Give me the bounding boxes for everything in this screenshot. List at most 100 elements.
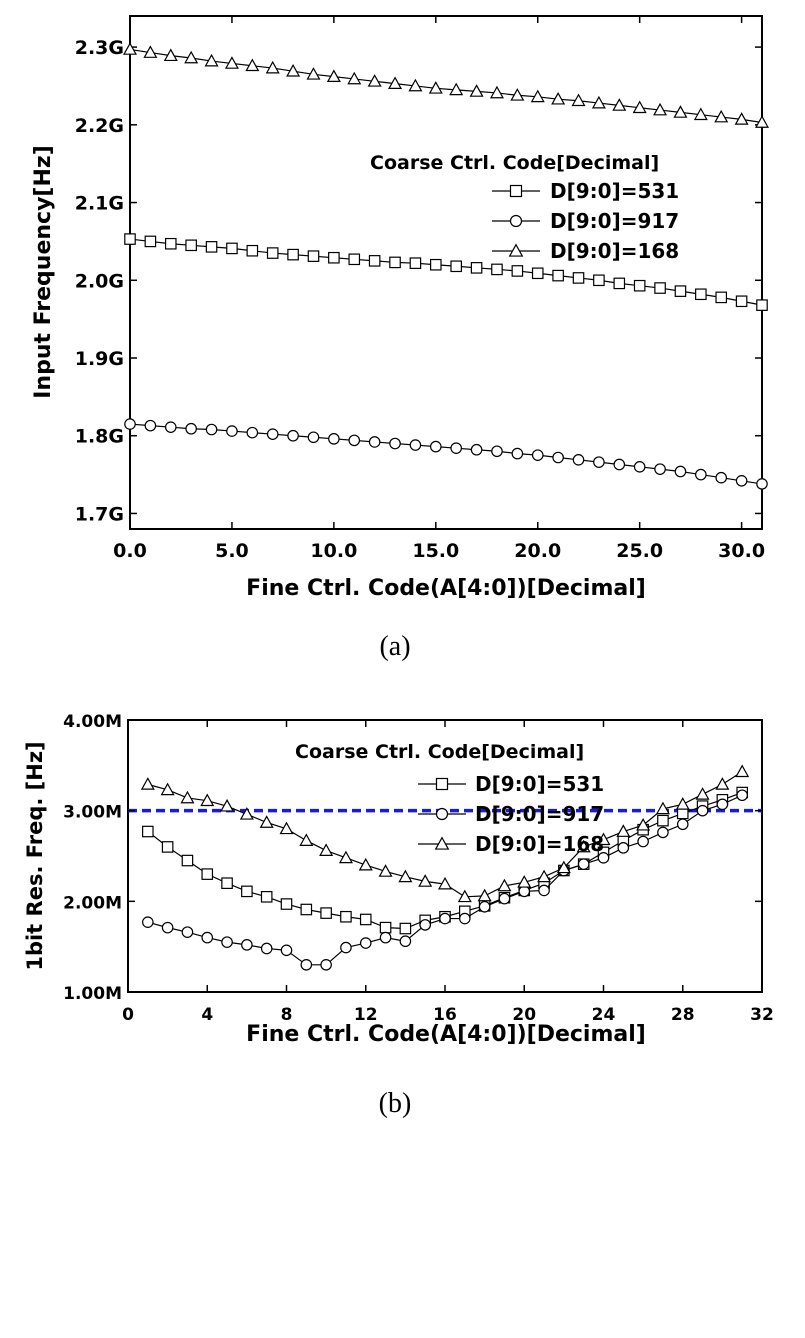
chart-b-data-point bbox=[221, 877, 233, 889]
chart-a-data-point bbox=[286, 63, 301, 77]
chart-b-data-point bbox=[517, 875, 532, 888]
chart-b-data-point bbox=[459, 912, 471, 925]
chart-a-data-point bbox=[226, 425, 238, 437]
chart-a-data-point bbox=[470, 443, 483, 456]
chart-a-data-point bbox=[287, 429, 299, 442]
chart-a-data-point bbox=[388, 76, 403, 90]
chart-a-y-tick-label: 2.1G bbox=[75, 193, 124, 215]
chart-b-data-point bbox=[518, 885, 531, 898]
chart-b-data-point bbox=[576, 839, 591, 853]
chart-a-y-tick-label: 2.3G bbox=[75, 37, 124, 59]
chart-a-series-line bbox=[129, 48, 763, 124]
chart-a-y-tick-label: 1.8G bbox=[75, 426, 124, 448]
chart-a-data-point bbox=[246, 244, 259, 257]
chart-a-series-circle bbox=[124, 418, 768, 490]
chart-b-x-tick-label: 12 bbox=[354, 1005, 378, 1025]
chart-a-data-point bbox=[695, 288, 707, 301]
chart-b-data-point bbox=[418, 874, 433, 887]
chart-b-data-point bbox=[675, 797, 690, 810]
chart-a-data-point bbox=[123, 42, 137, 55]
chart-b-data-point bbox=[239, 807, 254, 820]
chart-a-data-point bbox=[755, 115, 769, 128]
chart-a-data-point bbox=[287, 248, 299, 261]
chart-b-data-point bbox=[497, 878, 512, 892]
chart-a-data-point bbox=[552, 451, 564, 464]
chart-a-data-point bbox=[185, 422, 197, 435]
chart-a-plot-frame bbox=[129, 15, 763, 530]
chart-a-data-point bbox=[613, 277, 626, 290]
chart-a-data-point bbox=[184, 50, 199, 64]
chart-b-data-point bbox=[399, 922, 412, 935]
chart-a-data-point bbox=[143, 45, 158, 58]
chart-a-data-point bbox=[348, 253, 361, 266]
chart-b-y-axis-label: 1bit Res. Freq. [Hz] bbox=[23, 741, 47, 970]
chart-b: 0 4 8 12 16 20 24 28 32 1.00M 2.00M 3.00M 4.00M Coar… bbox=[23, 712, 774, 1119]
chart-a: 0.0 5.0 10.0 15.0 20.0 25.0 30.0 1.7G 1.8G 1.9G 2.… bbox=[31, 15, 769, 662]
chart-b-data-point bbox=[241, 885, 253, 898]
chart-a-data-point bbox=[654, 463, 666, 475]
chart-a-data-point bbox=[307, 431, 320, 444]
chart-a-data-point bbox=[307, 250, 320, 262]
chart-b-data-point bbox=[140, 777, 155, 790]
chart-a-legend-title: Coarse Ctrl. Code[Decimal] bbox=[370, 152, 659, 174]
chart-a-y-tick-label: 1.7G bbox=[75, 503, 124, 525]
chart-b-data-point bbox=[696, 804, 709, 817]
chart-b-x-tick-label: 20 bbox=[512, 1005, 536, 1025]
chart-a-data-point bbox=[124, 233, 136, 245]
chart-b-data-point bbox=[676, 807, 689, 820]
chart-a-data-point bbox=[612, 98, 627, 111]
chart-a-data-point bbox=[409, 257, 422, 269]
chart-a-data-point bbox=[164, 237, 177, 250]
chart-a-data-point bbox=[224, 56, 239, 69]
chart-b-data-point bbox=[320, 907, 332, 919]
chart-b-data-point bbox=[477, 888, 492, 902]
chart-a-x-tick-label: 10.0 bbox=[310, 540, 357, 562]
chart-b-legend-entry-168: D[9:0]=168 bbox=[418, 832, 604, 856]
chart-b-data-point bbox=[538, 884, 550, 897]
chart-a-data-point bbox=[489, 85, 504, 99]
chart-a-data-point bbox=[367, 74, 382, 87]
chart-b-data-point bbox=[378, 864, 393, 877]
chart-a-data-point bbox=[695, 468, 707, 481]
chart-a-legend-entry-531: D[9:0]=531 bbox=[492, 179, 679, 203]
chart-b-data-point bbox=[160, 782, 175, 796]
chart-a-data-point bbox=[265, 60, 280, 74]
chart-b-data-point bbox=[379, 931, 392, 944]
chart-a-series bbox=[123, 42, 769, 490]
chart-a-data-point bbox=[470, 262, 483, 274]
chart-b-legend-marker bbox=[435, 807, 449, 821]
chart-a-data-point bbox=[144, 235, 157, 248]
chart-b-data-point bbox=[319, 843, 334, 856]
chart-b-data-point bbox=[161, 921, 174, 934]
chart-b-data-point bbox=[636, 817, 651, 831]
chart-a-data-point bbox=[328, 433, 340, 445]
chart-b-caption: (b) bbox=[379, 1088, 412, 1119]
chart-a-data-point bbox=[674, 465, 687, 478]
chart-a-x-tick-label: 20.0 bbox=[514, 540, 561, 562]
chart-a-data-point bbox=[368, 255, 381, 267]
chart-a-data-point bbox=[469, 84, 484, 97]
chart-b-data-point bbox=[161, 841, 174, 853]
chart-a-series-square bbox=[124, 233, 768, 311]
chart-a-x-tick-label: 0.0 bbox=[113, 540, 147, 562]
chart-b-data-point bbox=[358, 857, 373, 871]
chart-b-data-point bbox=[657, 814, 669, 827]
chart-b-ticks: 0 4 8 12 16 20 24 28 32 1.00M 2.00M 3.00M 4.00M bbox=[63, 712, 774, 1025]
chart-a-caption: (a) bbox=[379, 631, 410, 662]
chart-a-legend-entry-168: D[9:0]=168 bbox=[492, 239, 679, 263]
chart-b-legend-marker bbox=[435, 777, 449, 791]
chart-b-data-point bbox=[655, 801, 670, 815]
chart-a-data-point bbox=[571, 93, 586, 107]
chart-b-legend-label-531: D[9:0]=531 bbox=[475, 772, 604, 796]
chart-a-x-axis-label: Fine Ctrl. Code(A[4:0])[Decimal] bbox=[246, 576, 646, 601]
chart-a-data-point bbox=[144, 419, 157, 432]
chart-a-data-point bbox=[715, 291, 728, 304]
chart-a-x-tick-label: 25.0 bbox=[616, 540, 663, 562]
chart-b-legend: Coarse Ctrl. Code[Decimal] D[9:0]=531 D[… bbox=[295, 741, 604, 856]
chart-b-y-tick-label: 2.00M bbox=[63, 893, 122, 913]
chart-b-x-tick-label: 8 bbox=[281, 1005, 293, 1025]
chart-a-data-point bbox=[613, 458, 626, 471]
chart-b-data-point bbox=[340, 941, 352, 954]
chart-b-data-point bbox=[241, 939, 253, 951]
chart-a-data-point bbox=[715, 471, 728, 484]
